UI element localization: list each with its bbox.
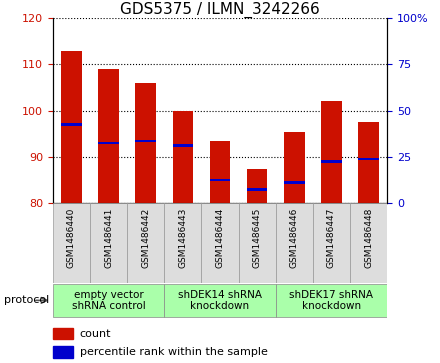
Text: GSM1486445: GSM1486445 (253, 207, 262, 268)
Text: GSM1486443: GSM1486443 (178, 207, 187, 268)
Bar (172, 111, 193, 203)
Text: shDEK17 shRNA
knockdown: shDEK17 shRNA knockdown (290, 290, 374, 311)
Text: shDEK14 shRNA
knockdown: shDEK14 shRNA knockdown (178, 290, 262, 311)
Text: protocol: protocol (4, 295, 50, 305)
Bar (276, 203, 313, 283)
Text: empty vector
shRNA control: empty vector shRNA control (72, 290, 145, 311)
Bar (359, 122, 379, 203)
Bar (202, 203, 238, 283)
Bar (127, 203, 164, 283)
Text: GSM1486440: GSM1486440 (67, 207, 76, 268)
Bar (164, 284, 276, 317)
Bar (98, 69, 119, 203)
Bar (247, 188, 268, 191)
Bar (321, 101, 342, 203)
Bar (90, 203, 127, 283)
Text: GSM1486444: GSM1486444 (216, 207, 224, 268)
Bar (98, 142, 119, 144)
Bar (350, 203, 387, 283)
Bar (53, 328, 73, 339)
Bar (284, 181, 304, 184)
Text: GSM1486447: GSM1486447 (327, 207, 336, 268)
Bar (313, 203, 350, 283)
Text: count: count (80, 329, 111, 339)
Bar (164, 203, 202, 283)
Text: GSM1486441: GSM1486441 (104, 207, 113, 268)
Bar (210, 141, 230, 203)
Bar (61, 50, 81, 203)
Bar (321, 160, 342, 163)
Title: GDS5375 / ILMN_3242266: GDS5375 / ILMN_3242266 (120, 2, 320, 18)
Bar (53, 284, 164, 317)
Bar (247, 168, 268, 203)
Bar (359, 158, 379, 160)
Bar (284, 131, 304, 203)
Bar (136, 83, 156, 203)
Bar (276, 284, 387, 317)
Bar (172, 144, 193, 147)
Text: GSM1486442: GSM1486442 (141, 207, 150, 268)
Bar (136, 140, 156, 142)
Text: GSM1486446: GSM1486446 (290, 207, 299, 268)
Bar (53, 346, 73, 358)
Bar (210, 179, 230, 181)
Text: GSM1486448: GSM1486448 (364, 207, 373, 268)
Bar (61, 123, 81, 126)
Bar (238, 203, 276, 283)
Text: percentile rank within the sample: percentile rank within the sample (80, 347, 268, 357)
Bar (53, 203, 90, 283)
